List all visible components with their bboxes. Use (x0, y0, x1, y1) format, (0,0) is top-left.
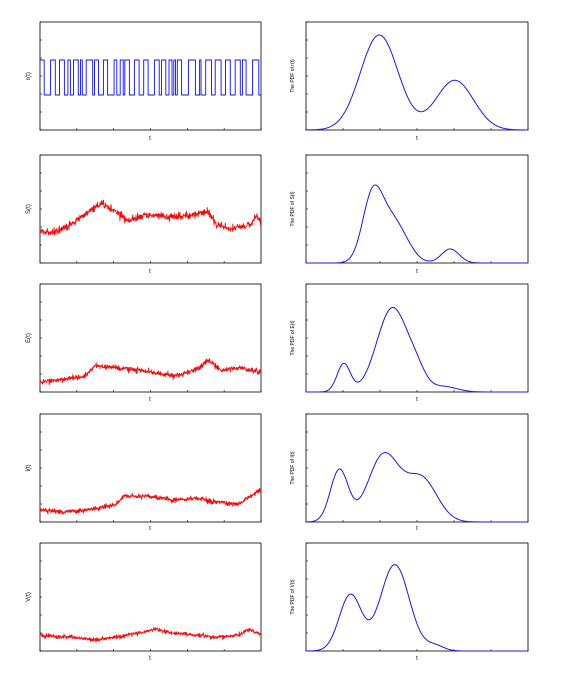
e-trace (39, 358, 262, 386)
left-ylabel: V(t) (26, 592, 32, 602)
row-s: S(t) t The PDF of S(t) t (26, 154, 529, 275)
right-xlabel: t (416, 136, 418, 142)
right-plot-frame (305, 154, 529, 264)
left-plot-frame (39, 542, 262, 652)
right-ylabel: The PDF of E(t) (290, 320, 296, 355)
left-xlabel: t (149, 397, 151, 403)
left-ylabel: S(t) (26, 204, 32, 214)
right-xlabel: t (416, 656, 418, 662)
row-e: E(t) t The PDF of E(t) t (26, 283, 529, 403)
i-pdf (305, 452, 528, 523)
s-pdf (306, 184, 528, 264)
left-ylabel: r(t) (26, 72, 32, 80)
right-plot-frame (305, 413, 529, 523)
row-r: r(t) t The PDF of r(t) t (26, 21, 529, 142)
row-v: V(t) t The PDF of V(t) t (26, 542, 529, 662)
right-ylabel: The PDF of I(t) (290, 451, 296, 484)
v-pdf (306, 564, 528, 652)
right-xlabel: t (416, 269, 418, 275)
left-xlabel: t (149, 526, 151, 532)
r-trace (40, 59, 261, 96)
right-plot-frame (305, 283, 529, 393)
left-ylabel: I(t) (26, 464, 32, 471)
e-pdf (306, 306, 528, 393)
left-xlabel: t (149, 656, 151, 662)
right-ylabel: The PDF of V(t) (290, 579, 296, 614)
right-xlabel: t (416, 397, 418, 403)
traces (39, 21, 529, 652)
left-plot-frame (39, 154, 262, 264)
right-plot-frame (305, 21, 529, 131)
s-trace (39, 199, 262, 236)
row-i: I(t) t The PDF of I(t) t (26, 413, 529, 532)
right-ylabel: The PDF of r(t) (290, 59, 296, 93)
right-xlabel: t (416, 526, 418, 532)
left-ylabel: E(t) (26, 333, 32, 343)
right-ylabel: The PDF of S(t) (290, 191, 296, 226)
i-trace (39, 487, 262, 515)
left-xlabel: t (149, 269, 151, 275)
left-xlabel: t (149, 136, 151, 142)
right-plot-frame (305, 542, 529, 652)
v-trace (39, 627, 262, 643)
r-pdf (306, 34, 528, 131)
